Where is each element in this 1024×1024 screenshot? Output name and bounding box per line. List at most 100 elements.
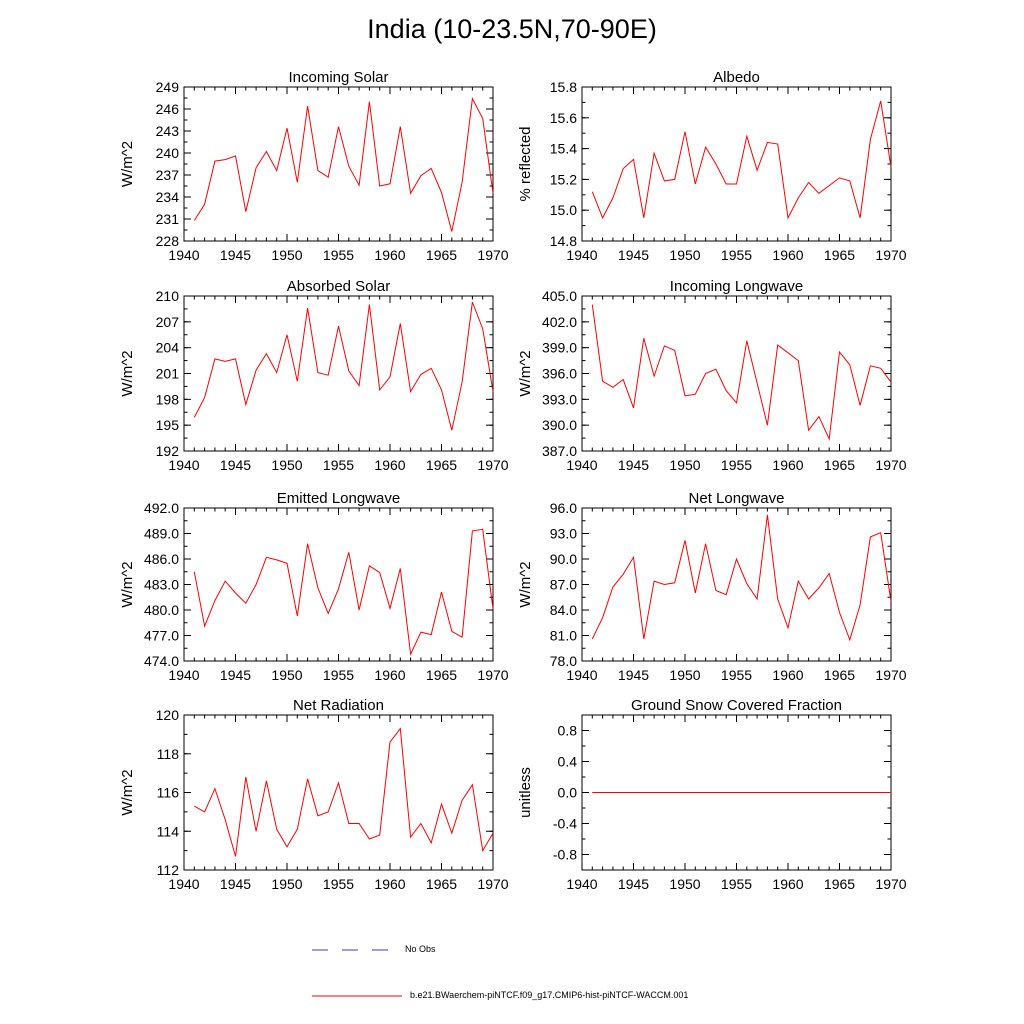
x-tick-label: 1945: [618, 457, 649, 473]
panel-title: Ground Snow Covered Fraction: [631, 697, 842, 714]
y-tick-label: 192: [156, 443, 180, 459]
x-tick-label: 1955: [721, 876, 752, 892]
y-tick-label: 399.0: [542, 340, 577, 356]
x-tick-label: 1960: [374, 876, 405, 892]
y-axis-label: W/m^2: [119, 350, 136, 396]
x-tick-label: 1945: [220, 667, 251, 683]
y-tick-label: 393.0: [542, 391, 577, 407]
plot-frame: [183, 714, 494, 871]
y-tick-label: 112: [157, 862, 180, 878]
x-tick-label: 1955: [323, 247, 354, 263]
y-tick-label: 114: [157, 823, 180, 839]
plot-frame: [183, 507, 494, 662]
x-tick-label: 1965: [426, 667, 457, 683]
y-axis-label: W/m^2: [119, 561, 136, 607]
x-tick-label: 1950: [669, 876, 700, 892]
y-tick-label: 87.0: [550, 577, 577, 593]
y-tick-label: 14.8: [550, 233, 577, 249]
x-tick-label: 1970: [875, 876, 906, 892]
series-line: [193, 301, 494, 431]
x-tick-label: 1955: [721, 457, 752, 473]
x-tick-label: 1970: [477, 457, 508, 473]
y-tick-label: 207: [156, 314, 180, 330]
x-tick-label: 1945: [220, 457, 251, 473]
x-tick-label: 1940: [566, 247, 597, 263]
x-tick-label: 1960: [374, 457, 405, 473]
panel-title: Absorbed Solar: [287, 278, 390, 295]
x-tick-label: 1955: [721, 667, 752, 683]
y-tick-label: 240: [156, 145, 180, 161]
plot-frame: [183, 295, 494, 452]
y-axis-label: W/m^2: [119, 769, 136, 815]
panel-title: Net Radiation: [293, 697, 384, 714]
y-tick-label: 0.4: [558, 754, 578, 770]
y-tick-label: 480.0: [144, 602, 179, 618]
x-tick-label: 1940: [168, 876, 199, 892]
x-tick-label: 1945: [220, 247, 251, 263]
y-tick-label: 201: [156, 366, 180, 382]
y-axis-label: unitless: [517, 767, 534, 818]
y-tick-label: 489.0: [144, 526, 179, 542]
x-tick-label: 1950: [669, 457, 700, 473]
x-tick-label: 1940: [168, 457, 199, 473]
x-tick-label: 1940: [168, 247, 199, 263]
series-line: [193, 528, 494, 657]
x-tick-label: 1970: [875, 247, 906, 263]
y-tick-label: 387.0: [542, 443, 577, 459]
plot-frame: [183, 86, 494, 242]
y-tick-label: 477.0: [144, 628, 179, 644]
y-tick-label: 237: [156, 167, 180, 183]
x-tick-label: 1965: [426, 247, 457, 263]
x-tick-label: 1950: [271, 876, 302, 892]
x-tick-label: 1950: [271, 247, 302, 263]
y-tick-label: 118: [157, 746, 180, 762]
x-tick-label: 1970: [875, 667, 906, 683]
y-tick-label: 84.0: [550, 602, 577, 618]
panel-net-longwave: Net Longwave W/m^2 1940 1945 1950 1955 1960 196…: [517, 490, 907, 683]
y-tick-label: 116: [157, 785, 180, 801]
x-tick-label: 1955: [323, 457, 354, 473]
x-tick-label: 1945: [220, 876, 251, 892]
x-tick-label: 1955: [323, 876, 354, 892]
y-tick-label: -0.8: [553, 847, 577, 863]
x-tick-label: 1950: [271, 667, 302, 683]
x-tick-label: 1960: [374, 667, 405, 683]
y-tick-label: 15.8: [550, 79, 577, 95]
y-tick-label: 198: [156, 391, 180, 407]
x-tick-label: 1960: [772, 876, 803, 892]
panel-emitted-longwave: Emitted Longwave W/m^2 1940 1945 1950 1955 196…: [119, 490, 509, 683]
x-tick-label: 1960: [772, 247, 803, 263]
x-tick-label: 1945: [618, 247, 649, 263]
y-tick-label: 486.0: [144, 551, 179, 567]
y-tick-label: 228: [156, 233, 180, 249]
panel-incoming-solar: Incoming Solar W/m^2 1940 1945 1950 1955 1960 1…: [119, 69, 509, 263]
panel-ground-snow-covered-fraction: Ground Snow Covered Fraction unitless 1940…: [517, 697, 907, 892]
y-tick-label: 243: [156, 123, 180, 139]
x-tick-label: 1950: [271, 457, 302, 473]
figure-title: India (10-23.5N,70-90E): [367, 14, 657, 44]
x-tick-label: 1965: [824, 667, 855, 683]
x-tick-label: 1970: [477, 667, 508, 683]
y-axis-label: W/m^2: [119, 141, 136, 187]
x-tick-label: 1965: [426, 457, 457, 473]
y-tick-label: 15.2: [550, 171, 577, 187]
x-tick-label: 1950: [669, 667, 700, 683]
x-tick-label: 1970: [477, 247, 508, 263]
panel-title: Emitted Longwave: [277, 490, 400, 507]
x-tick-label: 1940: [168, 667, 199, 683]
panel-title: Albedo: [713, 69, 760, 86]
x-tick-label: 1945: [618, 667, 649, 683]
x-tick-label: 1970: [875, 457, 906, 473]
plot-frame: [581, 295, 892, 452]
y-tick-label: 402.0: [542, 314, 577, 330]
y-axis-label: W/m^2: [517, 350, 534, 396]
series-line: [591, 514, 892, 642]
y-tick-label: 405.0: [542, 288, 577, 304]
y-axis-label: % reflected: [517, 126, 534, 201]
x-tick-label: 1960: [772, 667, 803, 683]
series-line: [591, 304, 892, 441]
y-tick-label: 93.0: [550, 526, 577, 542]
y-tick-label: 96.0: [550, 500, 577, 516]
x-tick-label: 1965: [824, 457, 855, 473]
